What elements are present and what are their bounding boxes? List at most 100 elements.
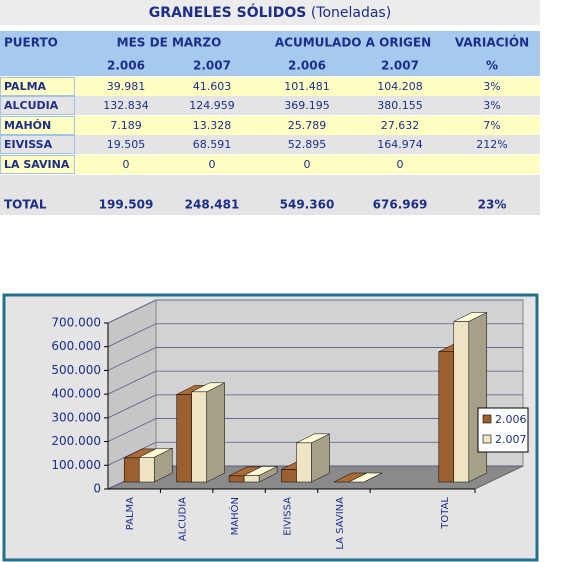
row-label-cell <box>0 116 75 135</box>
title: GRANELES SÓLIDOS (Toneladas) <box>149 3 391 21</box>
total-cell: 23% <box>478 198 507 212</box>
bar-front <box>296 442 312 483</box>
row-label: PALMA <box>4 80 47 93</box>
bar <box>191 382 225 483</box>
title-bar <box>0 0 540 25</box>
legend-swatch <box>482 414 492 424</box>
cell: 380.155 <box>377 99 423 112</box>
title-unit: (Toneladas) <box>311 5 391 21</box>
cell: 3% <box>483 99 500 112</box>
cell: 0 <box>209 158 216 171</box>
y-tick-label: 600.000 <box>51 339 101 353</box>
y-tick-label: 700.000 <box>51 316 101 330</box>
x-tick-label: LA SAVINA <box>335 497 346 550</box>
cell: 0 <box>123 158 130 171</box>
bar <box>348 472 383 483</box>
bar-front <box>453 321 470 483</box>
sub-header: 2.007 <box>193 59 231 73</box>
row-bg <box>0 116 540 135</box>
bar-front <box>176 394 192 483</box>
cell: 164.974 <box>377 138 423 151</box>
grid-line <box>107 394 523 419</box>
bar-front <box>123 457 140 483</box>
legend-label: 2.006 <box>495 413 527 426</box>
bar-top <box>348 472 383 483</box>
legend-swatch <box>482 434 492 444</box>
bar <box>296 433 330 483</box>
table-header-bg <box>0 31 540 76</box>
cell: 369.195 <box>284 99 330 112</box>
cell: 25.789 <box>288 119 327 132</box>
bar <box>138 447 173 483</box>
cell: 104.208 <box>377 80 423 93</box>
cell: 39.981 <box>107 80 146 93</box>
row-label: EIVISSA <box>4 138 53 151</box>
cell: 7% <box>483 119 500 132</box>
grid-line <box>107 441 523 466</box>
y-tick-label: 0 <box>93 482 101 496</box>
row-bg <box>0 96 540 115</box>
row-label-cell <box>0 96 75 115</box>
bar-side <box>468 312 488 483</box>
column-header: VARIACIÓN <box>455 35 529 50</box>
row-bg <box>0 135 540 154</box>
grid-line <box>107 418 523 442</box>
grid-line <box>107 370 523 395</box>
row-label: LA SAVINA <box>4 158 70 171</box>
table: PUERTO MES DE MARZO ACUMULADO A ORIGEN VARI… <box>0 35 540 215</box>
cell: 7.189 <box>110 119 142 132</box>
row-label-cell <box>0 135 75 154</box>
cell: 0 <box>397 158 404 171</box>
y-tick-label: 400.000 <box>51 387 101 401</box>
bar-side <box>206 382 225 483</box>
grid-line <box>107 347 523 371</box>
cell: 68.591 <box>193 138 232 151</box>
cell: 212% <box>476 138 507 151</box>
spacer-row <box>0 175 540 195</box>
cell: 124.959 <box>189 99 235 112</box>
bar <box>243 466 278 483</box>
row-bg <box>0 155 540 174</box>
bar-front <box>228 475 245 483</box>
bar-front <box>438 351 455 483</box>
y-tick-label: 500.000 <box>51 363 101 377</box>
x-tick-label: ALCUDIA <box>178 497 189 541</box>
row-bg <box>0 77 540 96</box>
total-cell: TOTAL <box>4 198 47 212</box>
bar-front <box>243 475 260 483</box>
total-cell: 199.509 <box>99 198 154 212</box>
row-label: MAHÓN <box>4 119 51 132</box>
total-cell: 248.481 <box>185 198 240 212</box>
bar-front <box>191 391 207 483</box>
column-header: PUERTO <box>4 36 58 50</box>
row-bg <box>0 195 540 215</box>
cell: 0 <box>304 158 311 171</box>
cell: 13.328 <box>193 119 232 132</box>
column-header: ACUMULADO A ORIGEN <box>275 36 431 50</box>
column-header: MES DE MARZO <box>117 36 222 50</box>
bar <box>453 312 488 483</box>
total-cell: 676.969 <box>373 198 428 212</box>
bar-front <box>138 457 155 483</box>
y-tick-label: 300.000 <box>51 410 101 424</box>
y-tick-label: 100.000 <box>51 458 101 472</box>
grid-line <box>107 323 523 348</box>
chart: 0 100.000 200.000 300.000 400.000 500.000 600.… <box>51 299 529 550</box>
cell: 101.481 <box>284 80 330 93</box>
x-tick-label: TOTAL <box>440 497 451 530</box>
row-label-cell <box>0 77 75 96</box>
total-cell: 549.360 <box>280 198 335 212</box>
sub-header: 2.006 <box>288 59 326 73</box>
grid-line <box>107 299 523 324</box>
x-tick-label: PALMA <box>125 497 136 530</box>
cell: 3% <box>483 80 500 93</box>
sub-header: 2.006 <box>107 59 145 73</box>
cell: 27.632 <box>381 119 420 132</box>
bar-front <box>281 469 297 483</box>
legend-label: 2.007 <box>495 433 527 446</box>
row-label-cell <box>0 155 75 174</box>
x-tick-label: EIVISSA <box>283 497 294 536</box>
x-tick-label: MAHÓN <box>228 497 241 535</box>
cell: 132.834 <box>103 99 149 112</box>
